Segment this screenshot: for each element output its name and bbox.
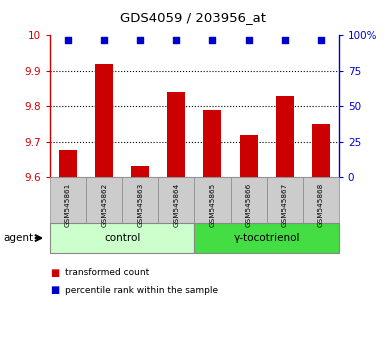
Text: GSM545861: GSM545861 [65,183,71,227]
Text: γ-tocotrienol: γ-tocotrienol [233,233,300,243]
Point [65,37,71,42]
Text: GSM545867: GSM545867 [282,183,288,227]
Text: GDS4059 / 203956_at: GDS4059 / 203956_at [119,11,266,24]
Bar [131,166,149,177]
Text: GSM545863: GSM545863 [137,183,143,227]
Point [281,37,288,42]
Bar [95,64,113,177]
Point [137,37,143,42]
Text: ■: ■ [50,268,59,278]
Bar [167,92,186,177]
Bar [276,96,294,177]
Bar [203,110,221,177]
Bar [239,135,258,177]
Text: GSM545868: GSM545868 [318,183,324,227]
Bar [59,150,77,177]
Text: GSM545864: GSM545864 [173,183,179,227]
Text: agent: agent [4,233,34,243]
Text: GSM545862: GSM545862 [101,183,107,227]
Text: GSM545865: GSM545865 [209,183,216,227]
Text: ■: ■ [50,285,59,295]
Point [173,37,179,42]
Text: percentile rank within the sample: percentile rank within the sample [65,286,219,295]
Point [246,37,252,42]
Point [209,37,216,42]
Text: control: control [104,233,141,243]
Text: GSM545866: GSM545866 [246,183,251,227]
Bar [312,124,330,177]
Point [318,37,324,42]
Point [101,37,107,42]
Text: transformed count: transformed count [65,268,150,277]
